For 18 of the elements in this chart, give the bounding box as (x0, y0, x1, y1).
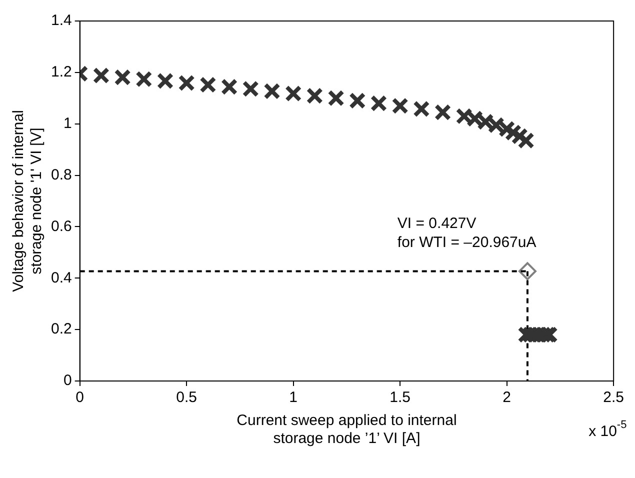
x-tick-label: 1.5 (390, 389, 411, 406)
y-tick-label: 0.2 (50, 320, 72, 338)
y-tick-label: 0.6 (50, 218, 72, 235)
y-tick-label: 0.8 (50, 166, 72, 184)
y-tick-label: 0 (64, 372, 72, 390)
y-tick-label: 0.4 (50, 269, 72, 286)
x-tick-label: 1 (289, 389, 298, 406)
x-tick-label: 2.5 (603, 389, 624, 406)
annotation: VI = 0.427V (397, 215, 476, 232)
x-axis-title: Current sweep applied to internal storage node ’1’ VI [A] (236, 412, 457, 448)
x-tick-label: 2 (502, 389, 511, 406)
x-tick-label: 0 (76, 389, 84, 406)
y-axis-title: Voltage behavior of internal storage node '1' VI [V] (10, 110, 46, 292)
y-tick-label: 1.4 (50, 12, 72, 30)
y-tick-label: 1 (64, 115, 72, 132)
x-tick-label: 0.5 (176, 389, 198, 406)
annotation: for WTI = –20.967uA (397, 234, 536, 251)
y-tick-label: 1.2 (50, 64, 72, 81)
